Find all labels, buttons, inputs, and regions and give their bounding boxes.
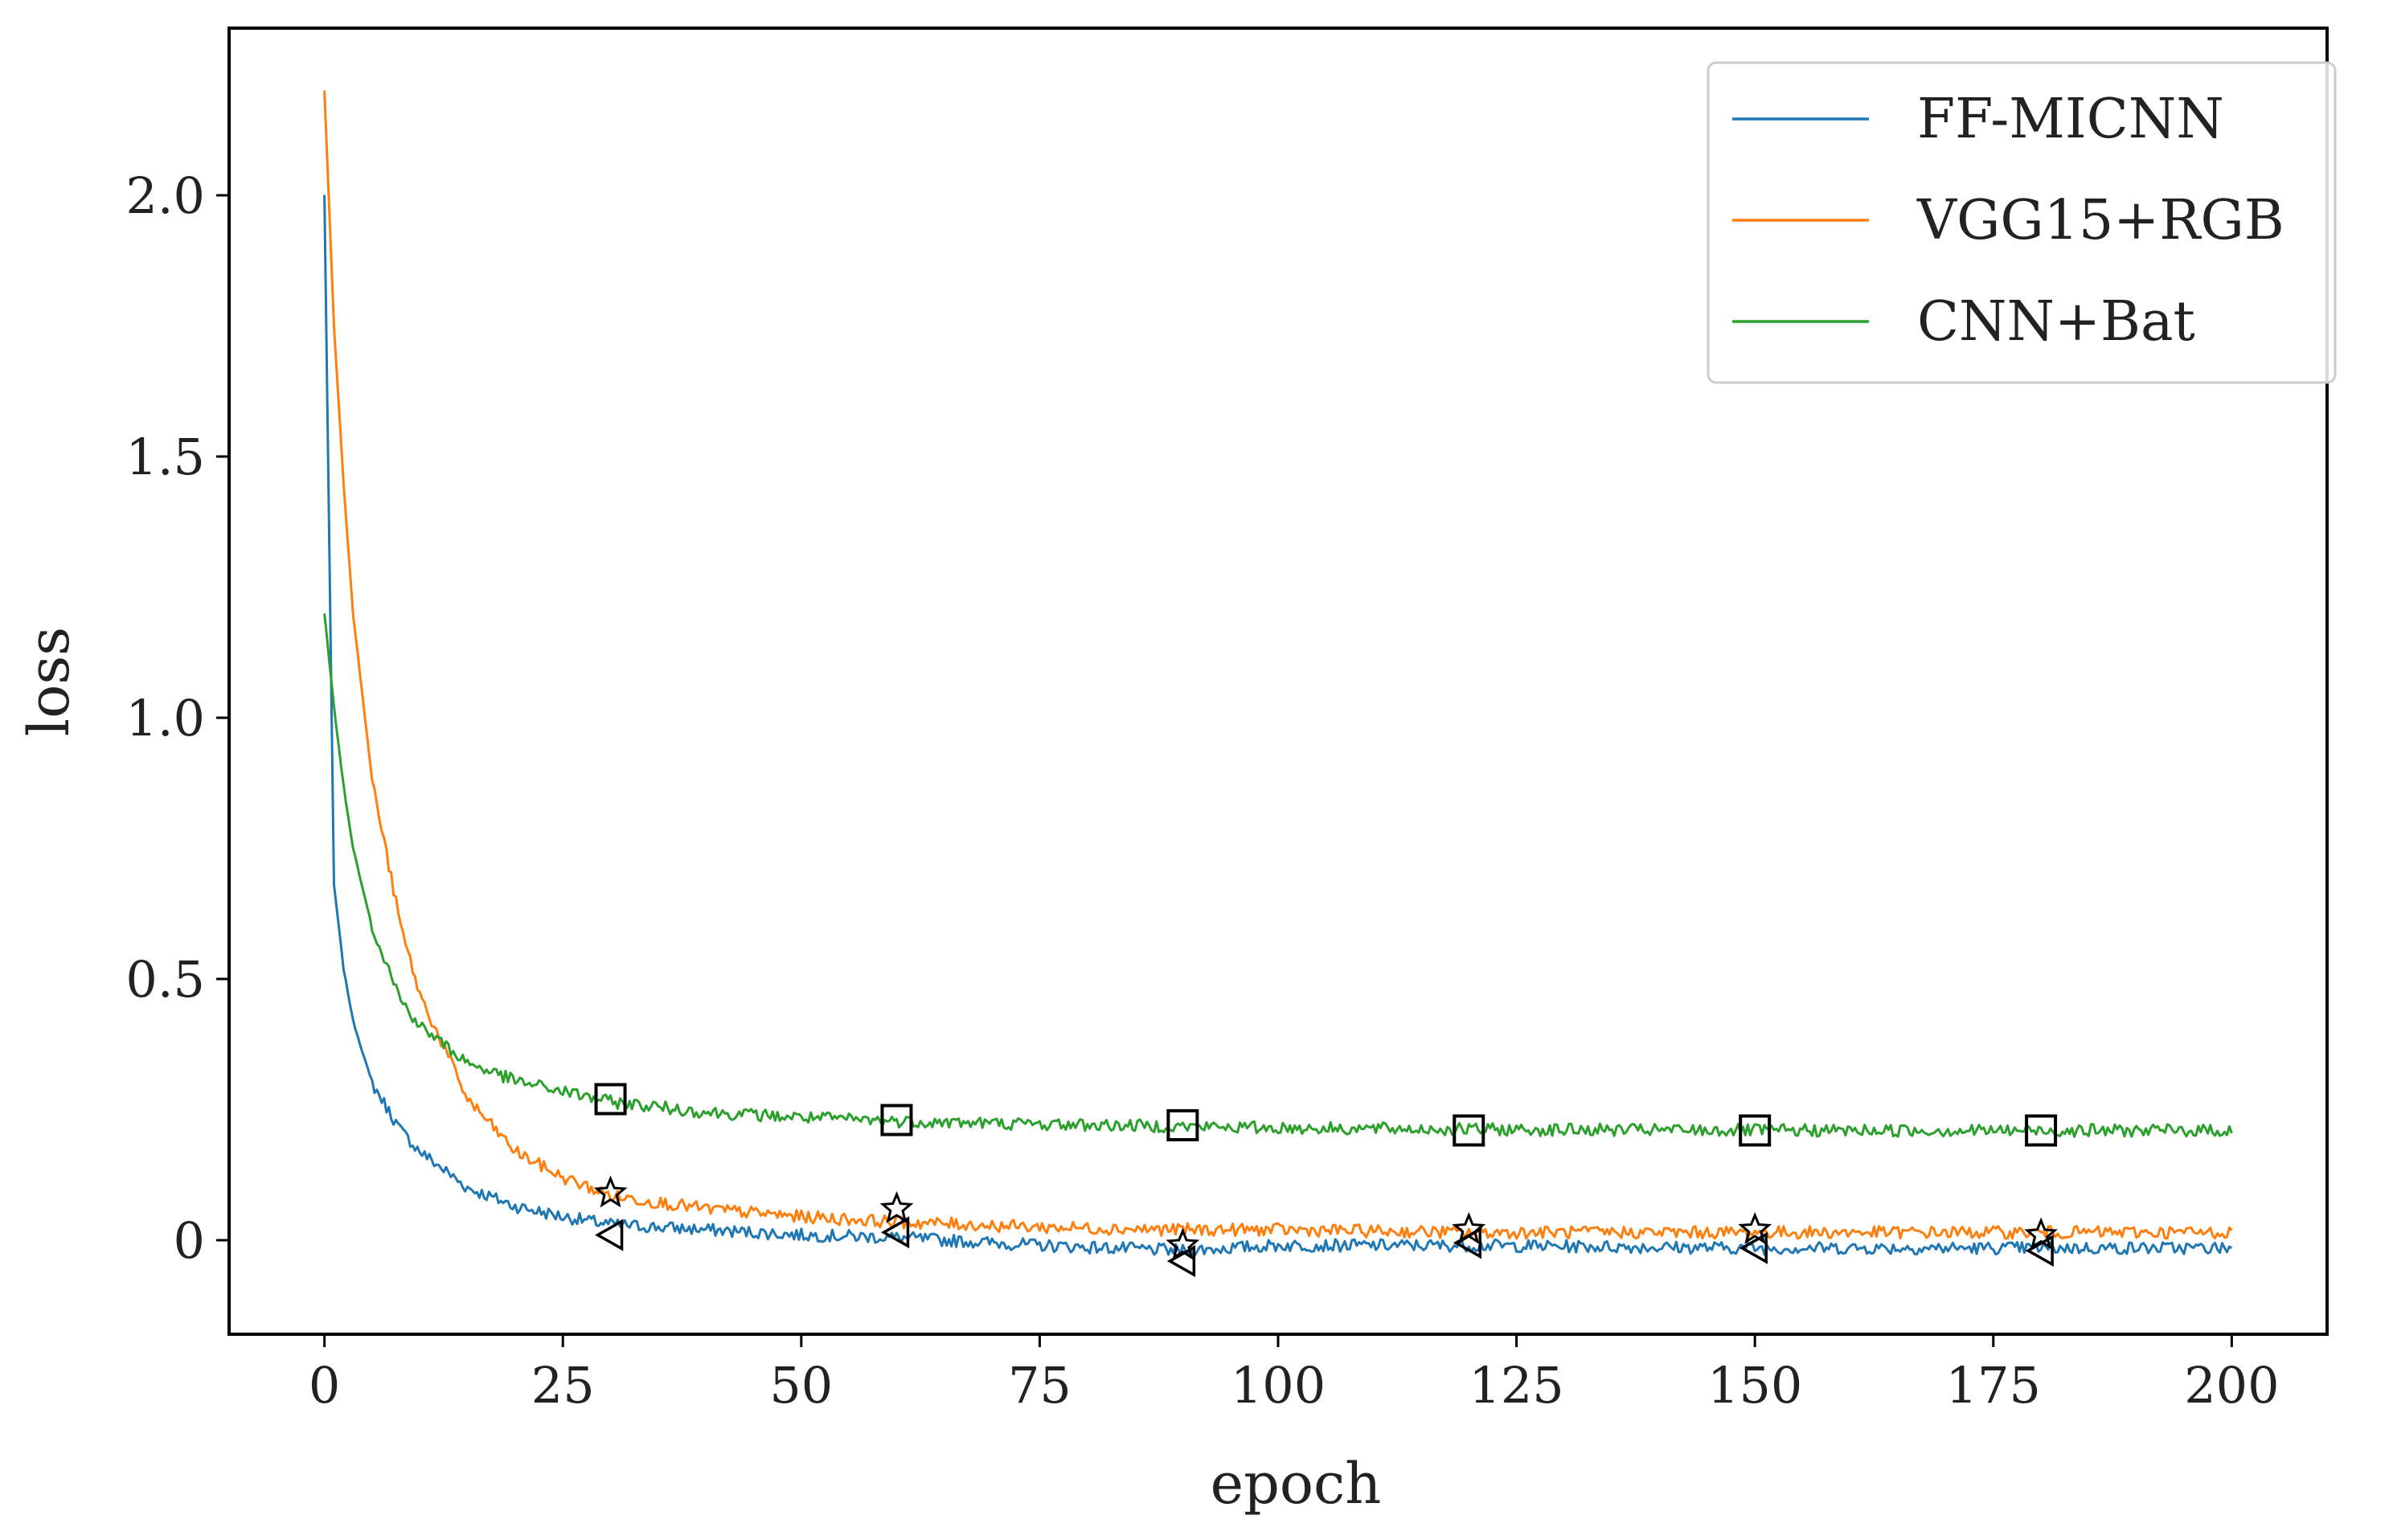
marker-series-3-2 xyxy=(880,1104,913,1137)
marker-series-3-3 xyxy=(1166,1109,1199,1141)
x-tick-label-7: 150 xyxy=(1707,1356,1802,1415)
x-tick-label-8: 175 xyxy=(1946,1356,2041,1415)
legend: FF-MICNN VGG15+RGB CNN+Bat xyxy=(1707,61,2337,384)
marker-series-1-2 xyxy=(880,1216,910,1249)
x-tick-label-3: 50 xyxy=(769,1356,833,1415)
marker-series-3-6 xyxy=(2025,1114,2058,1147)
series-line-2 xyxy=(323,90,2233,1240)
marker-series-2-1 xyxy=(593,1175,628,1208)
marker-series-1-5 xyxy=(1739,1231,1768,1264)
series-line-3 xyxy=(323,613,2233,1138)
x-tick-label-4: 75 xyxy=(1008,1356,1072,1415)
x-tick-label-9: 200 xyxy=(2184,1356,2279,1415)
marker-layer xyxy=(593,1083,2058,1278)
legend-box xyxy=(1707,61,2337,384)
y-tick-label-4: 1.5 xyxy=(125,428,205,486)
marker-series-3-5 xyxy=(1739,1114,1772,1147)
legend-label-3: CNN+Bat xyxy=(1917,290,2195,354)
marker-series-2-6 xyxy=(2024,1217,2058,1250)
y-tick-label-2: 0.5 xyxy=(125,950,205,1009)
x-tick-label-2: 25 xyxy=(531,1356,595,1415)
series-layer xyxy=(323,90,2233,1257)
marker-series-3-1 xyxy=(594,1083,627,1116)
marker-series-1-3 xyxy=(1166,1244,1196,1278)
marker-series-1-6 xyxy=(2025,1234,2054,1268)
y-tick-label-1: 0 xyxy=(174,1211,205,1270)
marker-series-2-5 xyxy=(1738,1212,1772,1244)
y-axis-label: loss xyxy=(16,627,82,736)
marker-series-2-4 xyxy=(1452,1212,1486,1244)
marker-series-2-3 xyxy=(1166,1227,1200,1260)
y-tick-label-5: 2.0 xyxy=(125,166,205,225)
x-tick-label-6: 125 xyxy=(1469,1356,1563,1415)
y-tick-label-3: 1.0 xyxy=(125,689,205,747)
legend-label-2: VGG15+RGB xyxy=(1916,189,2284,252)
x-tick-label-5: 100 xyxy=(1231,1356,1326,1415)
axis-layer: 0 25 50 75 100 125 150 175 200 0 0.5 1.0 1.5 2.0 xyxy=(125,166,2279,1415)
marker-series-2-2 xyxy=(879,1191,914,1223)
marker-series-1-1 xyxy=(594,1218,624,1251)
series-line-1 xyxy=(323,195,2233,1257)
marker-series-3-4 xyxy=(1453,1114,1485,1147)
x-axis-label: epoch xyxy=(1211,1451,1382,1517)
legend-label-1: FF-MICNN xyxy=(1917,88,2224,151)
x-tick-label-1: 0 xyxy=(309,1356,340,1415)
